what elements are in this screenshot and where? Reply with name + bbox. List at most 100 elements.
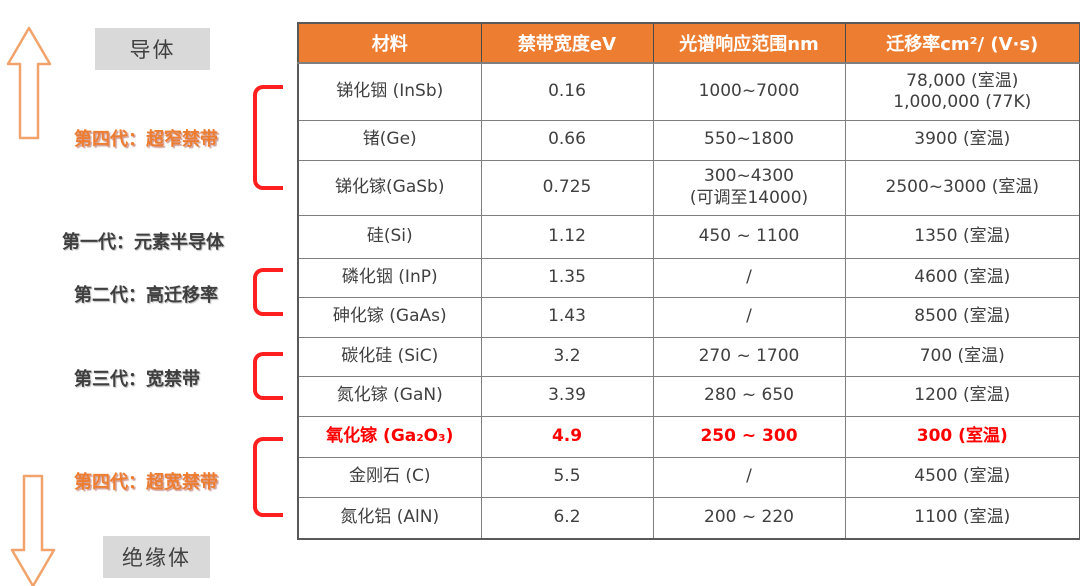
- materials-table-container: 材料 禁带宽度eV 光谱响应范围nm 迁移率cm²/ (V·s) 锑化铟 (InSb)…: [297, 22, 1080, 540]
- table-cell: 锑化镓(GaSb): [297, 159, 482, 216]
- gen1-label: 第一代：元素半导体: [62, 232, 224, 253]
- cell-line: 200 ~ 220: [704, 507, 794, 528]
- cell-line: 1,000,000 (77K): [893, 91, 1032, 112]
- table-cell: 700 (室温): [844, 336, 1080, 377]
- table-cell: 450 ~ 1100: [652, 214, 846, 259]
- cell-line: 0.725: [542, 176, 592, 197]
- down-arrow-icon: [10, 474, 56, 586]
- table-row: 金刚石 (C) 5.5 / 4500 (室温): [297, 456, 1080, 498]
- cell-line: 碳化硅 (SiC): [341, 345, 439, 366]
- gen2-label: 第二代：高迁移率: [74, 285, 218, 306]
- cell-line: /: [746, 466, 752, 487]
- cell-line: 氧化镓 (Ga₂O₃): [326, 425, 454, 446]
- cell-line: 1.12: [548, 225, 586, 246]
- cell-line: 550~1800: [704, 129, 794, 150]
- cell-line: 锗(Ge): [362, 129, 417, 150]
- group-bracket-gen2: [253, 268, 283, 316]
- table-cell: 磷化铟 (InP): [297, 257, 482, 298]
- cell-line: 270 ~ 1700: [698, 345, 800, 366]
- table-cell: 2500~3000 (室温): [844, 159, 1080, 216]
- cell-line: 1000~7000: [698, 81, 800, 102]
- table-cell: /: [652, 456, 846, 498]
- cell-line: 300~4300: [704, 166, 794, 187]
- table-cell: 78,000 (室温) 1,000,000 (77K): [844, 62, 1080, 121]
- table-cell: 0.725: [480, 159, 654, 216]
- table-cell: 金刚石 (C): [297, 456, 482, 498]
- cell-line: 1.43: [548, 306, 586, 327]
- table-cell: /: [652, 296, 846, 338]
- cell-line: 6.2: [553, 507, 581, 528]
- table-cell: 1350 (室温): [844, 214, 1080, 259]
- cell-line: 砷化镓 (GaAs): [332, 306, 447, 327]
- table-row: 锑化镓(GaSb) 0.725 300~4300 (可调至14000) 2500~300…: [297, 159, 1080, 216]
- cell-line: 氮化铝 (AlN): [340, 507, 440, 528]
- table-cell: 1.12: [480, 214, 654, 259]
- table-cell: 3.2: [480, 336, 654, 377]
- table-cell: 280 ~ 650: [652, 375, 846, 417]
- table-cell: 4600 (室温): [844, 257, 1080, 298]
- table-row: 锑化铟 (InSb) 0.16 1000~7000 78,000 (室温) 1,000,…: [297, 62, 1080, 121]
- cell-line: 锑化铟 (InSb): [336, 81, 444, 102]
- table-cell: 砷化镓 (GaAs): [297, 296, 482, 338]
- table-cell: 氮化铝 (AlN): [297, 496, 482, 540]
- table-cell: 4.9: [480, 415, 654, 458]
- column-header-3: 迁移率cm²/ (V·s): [844, 22, 1080, 64]
- table-row: 碳化硅 (SiC) 3.2 270 ~ 1700 700 (室温): [297, 336, 1080, 377]
- table-cell: 4500 (室温): [844, 456, 1080, 498]
- table-cell: 250 ~ 300: [652, 415, 846, 458]
- table-row: 锗(Ge) 0.66 550~1800 3900 (室温): [297, 119, 1080, 161]
- table-cell: 1100 (室温): [844, 496, 1080, 540]
- cell-line: 1.35: [548, 266, 586, 287]
- table-cell: 550~1800: [652, 119, 846, 161]
- table-cell: 锗(Ge): [297, 119, 482, 161]
- table-row: 氮化铝 (AlN) 6.2 200 ~ 220 1100 (室温): [297, 496, 1080, 540]
- group-bracket-gen3: [253, 352, 283, 400]
- cell-line: 磷化铟 (InP): [341, 266, 438, 287]
- column-header-2: 光谱响应范围nm: [652, 22, 846, 64]
- table-row: 砷化镓 (GaAs) 1.43 / 8500 (室温): [297, 296, 1080, 338]
- conductor-label: 导体: [95, 28, 210, 70]
- cell-line: 锑化镓(GaSb): [335, 176, 445, 197]
- cell-line: 300 (室温): [916, 425, 1008, 446]
- column-header-1: 禁带宽度eV: [480, 22, 654, 64]
- table-cell: 3.39: [480, 375, 654, 417]
- cell-line: 0.66: [548, 129, 586, 150]
- table-cell: 锑化铟 (InSb): [297, 62, 482, 121]
- table-row: 硅(Si) 1.12 450 ~ 1100 1350 (室温): [297, 214, 1080, 259]
- cell-line: 3900 (室温): [914, 129, 1011, 150]
- table-cell: 300~4300 (可调至14000): [652, 159, 846, 216]
- table-cell: 1200 (室温): [844, 375, 1080, 417]
- cell-line: 1200 (室温): [914, 385, 1011, 406]
- table-row: 磷化铟 (InP) 1.35 / 4600 (室温): [297, 257, 1080, 298]
- cell-line: /: [746, 266, 752, 287]
- cell-line: 4600 (室温): [914, 266, 1011, 287]
- cell-line: 硅(Si): [366, 225, 413, 246]
- table-cell: 3900 (室温): [844, 119, 1080, 161]
- table-cell: 硅(Si): [297, 214, 482, 259]
- table-cell: 200 ~ 220: [652, 496, 846, 540]
- group-bracket-gen4-narrow: [253, 85, 283, 190]
- cell-line: 3.2: [553, 345, 581, 366]
- table-cell: 1.43: [480, 296, 654, 338]
- cell-line: 280 ~ 650: [704, 385, 794, 406]
- up-arrow-icon: [6, 26, 52, 140]
- cell-line: 1100 (室温): [914, 507, 1011, 528]
- cell-line: 450 ~ 1100: [698, 225, 800, 246]
- cell-line: /: [746, 306, 752, 327]
- group-bracket-gen4-wide: [253, 437, 283, 517]
- gen3-label: 第三代：宽禁带: [74, 369, 200, 390]
- cell-line: 8500 (室温): [914, 306, 1011, 327]
- table-cell: 1000~7000: [652, 62, 846, 121]
- column-header-0: 材料: [297, 22, 482, 64]
- cell-line: 700 (室温): [919, 345, 1005, 366]
- table-row: 氧化镓 (Ga₂O₃) 4.9 250 ~ 300 300 (室温): [297, 415, 1080, 458]
- table-row: 氮化镓 (GaN) 3.39 280 ~ 650 1200 (室温): [297, 375, 1080, 417]
- table-cell: 0.66: [480, 119, 654, 161]
- table-cell: 氧化镓 (Ga₂O₃): [297, 415, 482, 458]
- materials-table: 材料 禁带宽度eV 光谱响应范围nm 迁移率cm²/ (V·s) 锑化铟 (InSb)…: [297, 22, 1080, 540]
- cell-line: 1350 (室温): [914, 225, 1011, 246]
- cell-line: 4.9: [551, 425, 583, 446]
- table-cell: 8500 (室温): [844, 296, 1080, 338]
- table-cell: 1.35: [480, 257, 654, 298]
